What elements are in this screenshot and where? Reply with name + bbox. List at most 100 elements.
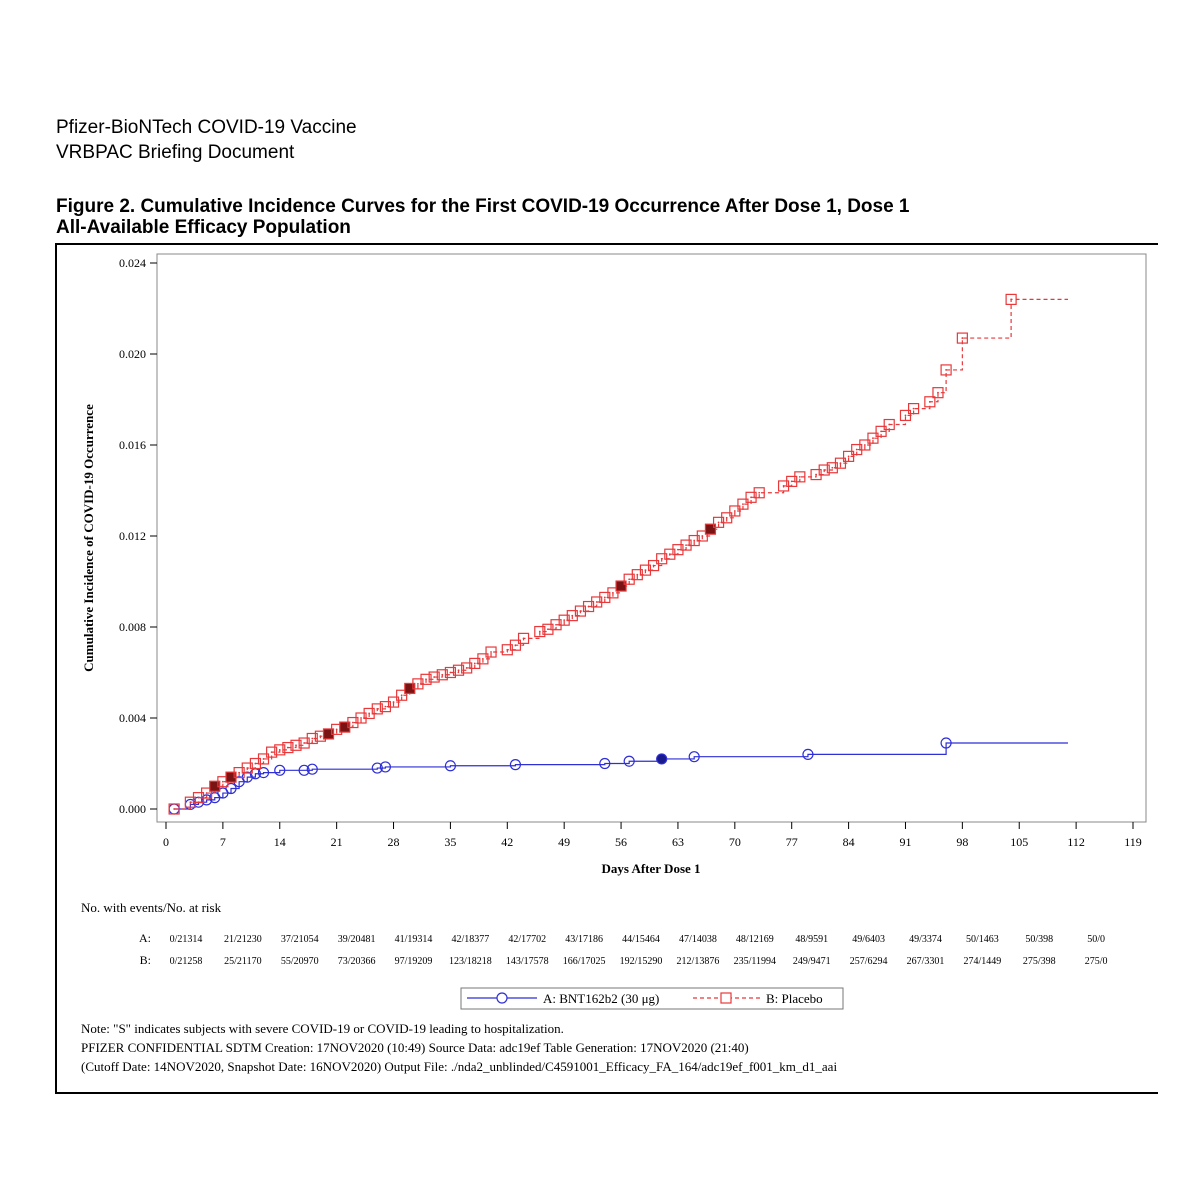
data-point-b (257, 753, 270, 765)
risk-cell: 275/398 (1023, 956, 1056, 967)
data-point-b (842, 450, 855, 462)
data-point-b-dot (912, 407, 915, 410)
data-point-b-dot (652, 564, 655, 567)
data-point-b (452, 664, 465, 676)
x-tick-label: 70 (729, 835, 741, 849)
risk-cell: 143/17578 (506, 956, 549, 967)
risk-cell: 249/9471 (793, 956, 831, 967)
data-point-b-dot (1010, 298, 1013, 301)
risk-cell: 42/17702 (508, 934, 546, 945)
data-point-b-dot (587, 605, 590, 608)
y-tick-label: 0.024 (119, 256, 146, 270)
data-point-b (282, 741, 294, 754)
data-point-b (875, 425, 887, 437)
data-point-b-dot (351, 721, 354, 724)
y-axis-label: Cumulative Incidence of COVID-19 Occurre… (81, 404, 96, 672)
risk-cell: 25/21170 (224, 956, 261, 967)
data-point-b-dot (335, 728, 338, 731)
risk-cell: 235/11994 (734, 956, 776, 967)
data-point-b-dot (278, 748, 281, 751)
data-point-b (201, 787, 213, 799)
data-point-b (729, 505, 741, 517)
x-tick-label: 119 (1124, 835, 1142, 849)
x-tick-label: 56 (615, 835, 627, 849)
note-line3: (Cutoff Date: 14NOV2020, Snapshot Date: … (81, 1059, 838, 1074)
severe-marker-a (656, 753, 668, 765)
risk-cell: 21/21230 (224, 934, 262, 945)
data-point-b-dot (677, 548, 679, 551)
data-point-a (298, 764, 310, 776)
risk-row-label: A: (139, 931, 151, 945)
data-point-b-dot (441, 673, 444, 676)
legend-label-b: B: Placebo (766, 991, 823, 1006)
series-line-b (174, 298, 1068, 810)
legend-marker-a (496, 992, 508, 1004)
data-point-b-dot (238, 771, 241, 774)
data-point-b-dot (742, 503, 744, 506)
data-point-b (485, 646, 497, 658)
data-point-b-dot (173, 808, 176, 810)
figure-title-line1: Figure 2. Cumulative Incidence Curves fo… (56, 196, 910, 217)
data-point-b-dot (888, 423, 891, 426)
data-point-b-dot (384, 705, 387, 708)
data-point-a (306, 763, 318, 775)
risk-cell: 48/12169 (736, 934, 774, 945)
risk-cell: 212/13876 (677, 956, 720, 967)
x-tick-label: 77 (786, 835, 798, 849)
x-tick-label: 14 (274, 835, 286, 849)
x-tick-label: 105 (1010, 835, 1028, 849)
data-point-b-dot (880, 430, 882, 433)
x-tick-label: 21 (331, 835, 343, 849)
data-point-a (623, 755, 635, 767)
risk-row-label: B: (140, 953, 151, 967)
data-point-b-dot (831, 466, 834, 469)
data-point-b-dot (823, 469, 826, 471)
data-point-b-dot (547, 628, 549, 631)
data-point-b-dot (725, 516, 728, 519)
data-point-b (420, 673, 432, 685)
data-point-b-dot (254, 762, 257, 765)
data-point-b (924, 396, 936, 408)
x-tick-label: 7 (220, 835, 226, 849)
data-point-a (379, 761, 392, 773)
data-point-b (753, 487, 765, 499)
risk-cell: 41/19314 (395, 934, 433, 945)
x-tick-label: 49 (558, 835, 570, 849)
x-tick-label: 112 (1067, 835, 1085, 849)
risk-cell: 50/398 (1025, 934, 1053, 945)
figure-frame-left (55, 243, 57, 1094)
data-point-b-dot (270, 751, 273, 754)
data-point-b-dot (522, 637, 525, 640)
y-tick-label: 0.012 (119, 529, 146, 543)
data-point-b-dot (319, 735, 322, 738)
data-point-b-dot (693, 539, 696, 542)
data-point-b-dot (937, 391, 939, 394)
data-point-b-dot (612, 591, 614, 594)
risk-cell: 48/9591 (795, 934, 828, 945)
y-tick-label: 0.004 (119, 711, 146, 725)
x-tick-label: 84 (843, 835, 855, 849)
data-point-b (517, 632, 530, 644)
x-tick-label: 91 (899, 835, 911, 849)
data-point-b-dot (449, 671, 452, 674)
data-point-b (696, 530, 708, 542)
cumulative-incidence-chart: 0 7 14 21 28 35 42 49 56 63 70 77 84 91 98 105 112 119 0.0… (81, 253, 1147, 1010)
data-point-a (802, 748, 814, 761)
data-point-b-dot (433, 676, 436, 678)
series-layer (168, 293, 1068, 815)
x-tick-label: 42 (501, 835, 513, 849)
data-point-a (940, 737, 952, 749)
data-point-b-dot (928, 400, 931, 403)
data-point-a (371, 762, 383, 774)
data-point-b (534, 625, 546, 638)
risk-cell: 97/19209 (395, 956, 433, 967)
data-point-b (371, 703, 383, 715)
data-point-a (688, 751, 700, 763)
data-point-b-dot (701, 535, 704, 537)
data-point-b-dot (514, 644, 517, 647)
data-point-b-dot (538, 630, 541, 633)
note-line1: Note: "S" indicates subjects with severe… (81, 1021, 564, 1036)
risk-cell: 47/14038 (679, 934, 717, 945)
data-point-b (274, 744, 286, 756)
data-point-a (274, 764, 286, 776)
